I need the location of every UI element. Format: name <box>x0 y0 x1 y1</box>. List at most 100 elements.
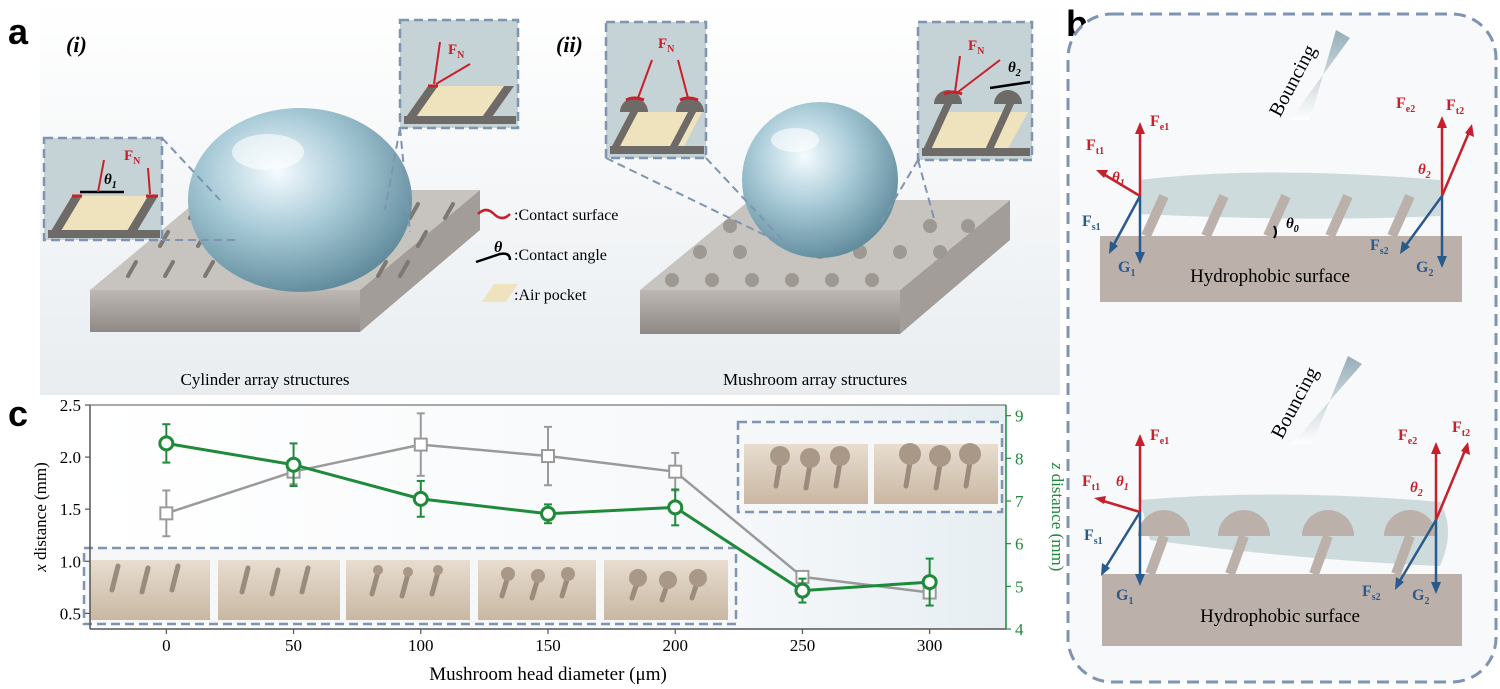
svg-text:Ft2: Ft2 <box>1452 419 1470 439</box>
droplet-bottom <box>1140 494 1448 566</box>
scenario-cylinder: Bouncing Hydrophobic surface θ0 Fe1 Ft1 … <box>1082 30 1474 302</box>
label-i: (i) <box>66 32 87 57</box>
x-tick-label: 100 <box>408 636 434 655</box>
label-ii: (ii) <box>556 32 583 57</box>
y-right-tick-label: 5 <box>1015 577 1024 596</box>
svg-text:Ft1: Ft1 <box>1086 137 1104 157</box>
droplet-left-highlight <box>232 134 304 170</box>
svg-text:G1: G1 <box>1118 259 1135 279</box>
bouncing-arrow-top <box>1290 30 1350 120</box>
y-axis-right-label: z distance (mm) <box>1048 462 1067 572</box>
hydrophobic-surface-top: Hydrophobic surface <box>1190 266 1350 287</box>
panel-a-legend: :Contact surface θ :Contact angle :Air p… <box>475 207 618 304</box>
data-point-square <box>668 464 683 479</box>
svg-text:Fs1: Fs1 <box>1082 213 1101 233</box>
y-left-tick-label: 1.5 <box>60 500 81 519</box>
svg-text:Fe2: Fe2 <box>1396 95 1415 115</box>
y-axis-left-label: x distance (mm) <box>31 462 50 573</box>
svg-text:Fe2: Fe2 <box>1398 427 1417 447</box>
y-left-tick-label: 2.0 <box>60 448 81 467</box>
chart-inset-thumbnails-left <box>82 546 738 626</box>
inset-fn-label-1: F <box>124 148 133 164</box>
x-tick-label: 300 <box>917 636 943 655</box>
svg-text:FN: FN <box>448 42 465 61</box>
inset-theta1-label: θ <box>104 172 112 188</box>
svg-text:G1: G1 <box>1116 587 1133 607</box>
x-tick-label: 250 <box>790 636 816 655</box>
data-point-circle <box>285 456 302 473</box>
svg-text:θ2: θ2 <box>1410 480 1423 499</box>
data-point-circle <box>412 490 429 507</box>
droplet-left <box>188 108 412 292</box>
x-tick-label: 200 <box>662 636 688 655</box>
mushroom-caption: Mushroom array structures <box>723 370 907 389</box>
x-tick-label: 150 <box>535 636 561 655</box>
y-left-tick-label: 0.5 <box>60 604 81 623</box>
svg-text:θ2: θ2 <box>1008 60 1021 79</box>
data-point-square <box>413 437 428 452</box>
svg-text:θ1: θ1 <box>1116 474 1129 493</box>
chart-ticks: 0 50 100 150 200 250 300 0.5 1.0 1.5 2.0 2.5 4 5 6 7 8 9 <box>60 396 1024 655</box>
svg-text:Fs1: Fs1 <box>1084 527 1103 547</box>
inset-mushroom-right: FN θ2 <box>916 20 1034 162</box>
inset-theta2-label: θ <box>1008 60 1016 76</box>
data-point-square <box>159 506 174 521</box>
svg-text:Ft2: Ft2 <box>1446 97 1464 117</box>
svg-text:θ0: θ0 <box>1286 216 1299 235</box>
y-right-tick-label: 4 <box>1015 620 1024 639</box>
panel-b: b Bouncing Hydrophobic surface θ0 <box>1066 3 1498 684</box>
inset-leader-lines <box>161 127 936 249</box>
data-point-square <box>541 449 555 464</box>
svg-text:θ1: θ1 <box>104 172 117 191</box>
bouncing-arrow-bottom <box>1292 356 1362 444</box>
y-right-tick-label: 7 <box>1015 492 1024 511</box>
substrate-bottom <box>1102 574 1462 646</box>
svg-text:FN: FN <box>124 148 141 167</box>
legend-theta-glyph: θ <box>494 239 503 256</box>
x-tick-label: 50 <box>285 636 302 655</box>
y-left-tick-label: 2.5 <box>60 396 81 415</box>
theta0-label: θ <box>1286 216 1294 232</box>
svg-text:Ft1: Ft1 <box>1082 473 1100 493</box>
mushroom-pillars <box>1138 510 1436 576</box>
forces-top-left <box>1096 122 1145 264</box>
series-z-distance <box>158 423 938 607</box>
data-point-circle <box>158 435 175 452</box>
panel-c-letter: c <box>8 393 28 434</box>
cylinder-pillars <box>1141 193 1415 239</box>
chart-inset-thumbnails-right <box>736 420 1004 514</box>
droplet-right-highlight <box>771 128 819 152</box>
forces-bottom-left <box>1094 434 1145 586</box>
svg-text:θ1: θ1 <box>1112 170 1125 189</box>
x-axis-label: Mushroom head diameter (μm) <box>429 664 667 685</box>
forces-top-right <box>1400 116 1474 268</box>
legend-air-pocket-icon <box>482 284 518 302</box>
legend-contact-angle: :Contact angle <box>514 247 607 264</box>
chart-series <box>158 412 938 607</box>
y-right-tick-label: 6 <box>1015 535 1024 554</box>
svg-text:G2: G2 <box>1412 587 1429 607</box>
y-right-tick-label: 9 <box>1015 407 1024 426</box>
y-right-tick-label: 8 <box>1015 449 1024 468</box>
legend-contact-angle-icon <box>475 252 512 264</box>
svg-text:FN: FN <box>658 36 675 55</box>
inset-cylinder-right: FN <box>398 18 520 130</box>
data-point-circle <box>921 574 938 591</box>
inset-mushroom-left: FN <box>604 20 708 160</box>
svg-text:FN: FN <box>968 38 985 57</box>
cylinder-caption: Cylinder array structures <box>181 370 350 389</box>
data-point-circle <box>794 582 811 599</box>
legend-air-pocket: :Air pocket <box>514 287 587 304</box>
hydrophobic-surface-bottom: Hydrophobic surface <box>1200 606 1360 627</box>
panel-a: a (i) (ii) Cylinder array structures <box>8 0 1060 395</box>
y-left-tick-label: 1.0 <box>60 552 81 571</box>
svg-text:Fe1: Fe1 <box>1150 427 1169 447</box>
panel-c: c <box>8 393 1067 685</box>
svg-text:G2: G2 <box>1416 259 1433 279</box>
svg-text:Fs2: Fs2 <box>1362 583 1381 603</box>
droplet-top <box>1140 172 1440 219</box>
x-tick-label: 0 <box>162 636 171 655</box>
data-point-circle <box>540 505 556 522</box>
inset-cylinder-left: FN θ1 <box>42 136 164 242</box>
